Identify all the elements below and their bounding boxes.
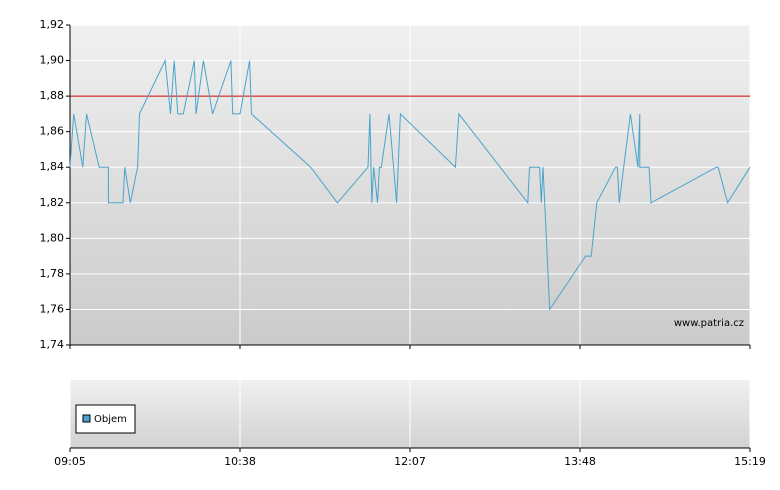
watermark: www.patria.cz — [674, 318, 744, 329]
y-tick-label: 1,82 — [40, 196, 65, 209]
x-tick-label: 12:07 — [394, 455, 426, 468]
y-tick-label: 1,92 — [40, 18, 65, 31]
legend-swatch — [82, 414, 91, 423]
x-tick-label: 13:48 — [564, 455, 596, 468]
y-tick-label: 1,90 — [40, 54, 65, 67]
y-tick-label: 1,84 — [40, 160, 65, 173]
y-tick-label: 1,80 — [40, 231, 65, 244]
y-tick-label: 1,74 — [40, 338, 65, 351]
x-tick-label: 10:38 — [224, 455, 256, 468]
x-tick-label: 15:19 — [734, 455, 766, 468]
price-line — [69, 58, 751, 311]
y-tick-label: 1,78 — [40, 267, 65, 280]
y-tick-label: 1,76 — [40, 302, 65, 315]
y-tick-label: 1,86 — [40, 125, 65, 138]
x-tick-label: 09:05 — [54, 455, 86, 468]
y-tick-label: 1,88 — [40, 89, 65, 102]
legend-label: Objem — [94, 414, 127, 425]
